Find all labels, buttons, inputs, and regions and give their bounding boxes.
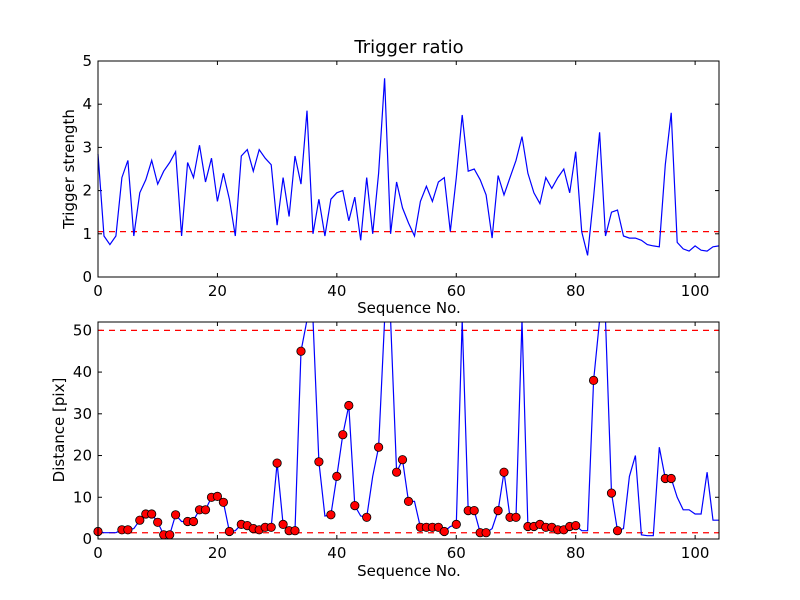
top-y-tick-label: 0	[82, 268, 92, 286]
trigger-ratio-panel: Trigger ratio 0 20 40 60 80 100 0 1 2 3 4 5 Sequenc…	[60, 37, 720, 317]
distance-marker	[338, 430, 348, 440]
distance-marker	[493, 505, 503, 516]
bottom-y-tick-label: 0	[82, 530, 92, 548]
bottom-y-tick-label: 10	[73, 488, 92, 506]
top-x-tick-label: 100	[681, 282, 710, 300]
bottom-x-axis-label: Sequence No.	[357, 562, 461, 580]
chart-title: Trigger ratio	[353, 37, 463, 58]
trigger-strength-series	[97, 78, 720, 256]
bottom-y-tick-label: 20	[73, 447, 92, 465]
top-plot-frame	[97, 60, 720, 278]
distance-marker	[439, 526, 449, 537]
distance-marker	[344, 400, 354, 411]
distance-marker	[224, 526, 234, 537]
distance-marker	[571, 520, 581, 531]
distance-marker	[296, 346, 306, 356]
bottom-x-tick-label: 80	[566, 544, 585, 562]
distance-marker	[266, 522, 276, 532]
distance-marker	[397, 455, 408, 465]
distance-panel: 0 20 40 60 80 100 0 10 20 30 40 50 Sequence No. Dis…	[50, 321, 720, 580]
top-x-tick-label: 60	[447, 282, 466, 300]
top-x-axis-label: Sequence No.	[357, 299, 461, 317]
distance-marker	[200, 505, 211, 515]
distance-marker	[332, 471, 342, 481]
distance-marker	[373, 442, 384, 452]
distance-marker	[171, 510, 181, 520]
distance-marker	[362, 512, 372, 522]
distance-marker	[499, 467, 509, 477]
distance-marker	[326, 510, 336, 520]
top-y-tick-label: 1	[82, 225, 92, 243]
top-y-axis-label: Trigger strength	[60, 109, 78, 230]
distance-marker	[218, 497, 228, 507]
distance-marker	[469, 505, 479, 516]
bottom-y-tick-label: 40	[73, 363, 92, 381]
bottom-x-tick-label: 40	[327, 544, 346, 562]
distance-marker	[314, 457, 324, 467]
distance-marker	[165, 530, 175, 540]
bottom-x-tick-label: 20	[208, 544, 227, 562]
bottom-ticks: 0 20 40 60 80 100 0 10 20 30 40 50	[73, 321, 719, 562]
distance-marker	[666, 473, 676, 484]
distance-marker	[188, 516, 199, 527]
distance-marker	[278, 519, 288, 530]
distance-marker	[153, 517, 163, 527]
top-ticks: 0 20 40 60 80 100 0 1 2 3 4 5	[82, 52, 719, 300]
bottom-x-tick-label: 0	[93, 544, 103, 562]
distance-marker	[290, 526, 300, 536]
distance-marker	[511, 512, 521, 522]
top-y-tick-label: 5	[82, 52, 92, 70]
top-y-tick-label: 3	[82, 138, 92, 156]
top-x-tick-label: 80	[566, 282, 585, 300]
bottom-x-tick-label: 60	[447, 544, 466, 562]
distance-marker	[135, 515, 145, 525]
top-y-tick-label: 4	[82, 95, 92, 113]
bottom-y-tick-label: 30	[73, 405, 92, 423]
distance-marker	[147, 509, 157, 519]
distance-marker	[123, 525, 133, 535]
bottom-y-axis-label: Distance [pix]	[50, 378, 68, 483]
distance-marker	[481, 528, 491, 538]
distance-marker	[350, 500, 360, 511]
distance-marker	[451, 519, 461, 530]
distance-marker	[403, 496, 414, 506]
distance-marker	[588, 375, 599, 385]
distance-marker	[606, 488, 617, 498]
top-x-tick-label: 0	[93, 282, 103, 300]
top-x-tick-label: 20	[208, 282, 227, 300]
distance-marker	[391, 467, 402, 477]
distance-marker	[612, 526, 623, 536]
bottom-plot-frame	[97, 321, 720, 540]
distance-marker	[272, 458, 282, 468]
distance-marker	[212, 491, 222, 501]
top-y-tick-label: 2	[82, 182, 92, 200]
bottom-y-tick-label: 50	[73, 321, 92, 339]
distance-markers	[93, 346, 676, 540]
bottom-x-tick-label: 100	[681, 544, 710, 562]
top-x-tick-label: 40	[327, 282, 346, 300]
